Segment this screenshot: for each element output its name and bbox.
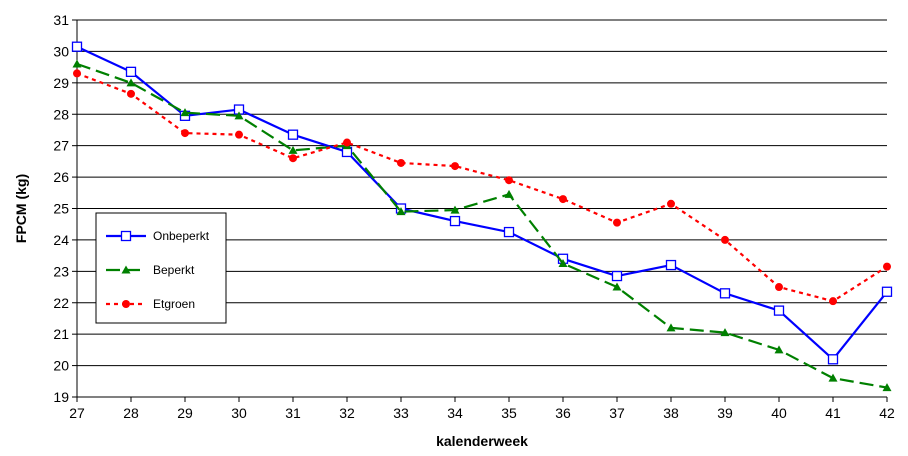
data-point (883, 262, 891, 271)
series-onbeperkt (71, 41, 893, 365)
y-tick-label: 19 (53, 389, 69, 405)
data-point (881, 286, 893, 297)
legend-entry: Etgroen (106, 297, 195, 311)
legend-entry: Onbeperkt (106, 229, 210, 243)
data-point (667, 199, 675, 208)
data-point (504, 189, 514, 198)
y-tick-labels: 19 20 21 22 23 24 25 26 27 28 29 30 31 (53, 12, 69, 405)
data-point (828, 373, 838, 382)
x-tick-label: 37 (609, 405, 625, 421)
data-point (72, 59, 82, 68)
x-tick-label: 36 (555, 405, 571, 421)
data-point (720, 328, 730, 337)
x-tick-label: 34 (447, 405, 463, 421)
y-tick-label: 30 (53, 43, 69, 59)
legend-label: Onbeperkt (153, 229, 210, 243)
y-tick-label: 23 (53, 263, 69, 279)
data-point (343, 138, 351, 147)
legend-label: Etgroen (153, 297, 195, 311)
legend: Onbeperkt Beperkt Etgroen (95, 212, 227, 324)
gridlines (77, 19, 887, 398)
series-etgroen (73, 69, 891, 306)
x-tick-label: 40 (771, 405, 787, 421)
x-tick-label: 35 (501, 405, 517, 421)
data-point (234, 111, 244, 120)
x-tick-labels: 27 28 29 30 31 32 33 34 35 36 37 38 39 40 41 42 (69, 405, 895, 421)
y-axis-title: FPCM (kg) (13, 174, 29, 243)
data-point (450, 205, 460, 214)
data-point (665, 259, 677, 271)
x-tick-label: 33 (393, 405, 409, 421)
data-point (559, 195, 567, 204)
data-point (289, 154, 297, 163)
data-point (505, 176, 513, 185)
x-tick-label: 42 (879, 405, 895, 421)
data-point (126, 78, 136, 87)
data-point (180, 108, 190, 117)
data-point (829, 297, 837, 306)
legend-entry: Beperkt (106, 263, 195, 277)
data-point (288, 145, 298, 154)
legend-swatch-marker (122, 300, 130, 308)
y-tick-label: 25 (53, 201, 69, 217)
y-tick-label: 27 (53, 138, 69, 154)
series-line (76, 62, 888, 389)
data-point (73, 69, 81, 78)
data-point (827, 354, 839, 365)
y-tick-label: 29 (53, 75, 69, 91)
data-point (882, 383, 892, 392)
y-tick-label: 26 (53, 169, 69, 185)
x-tick-label: 30 (231, 405, 247, 421)
y-tick-label: 28 (53, 106, 69, 122)
data-point (613, 218, 621, 227)
data-point (611, 270, 623, 282)
data-point (397, 158, 405, 167)
data-point (612, 282, 622, 291)
legend-label: Beperkt (153, 263, 195, 277)
data-point (558, 258, 568, 267)
data-point (666, 323, 676, 332)
data-point (71, 41, 83, 52)
legend-swatch-marker (121, 265, 131, 274)
data-point (127, 89, 135, 98)
y-tick-label: 22 (53, 295, 69, 311)
x-tick-label: 41 (825, 405, 841, 421)
data-point (287, 129, 299, 140)
x-tick-label: 39 (717, 405, 733, 421)
data-point (125, 66, 137, 77)
data-point (451, 162, 459, 171)
x-tick-label: 28 (123, 405, 139, 421)
data-point (503, 226, 515, 238)
x-tick-label: 29 (177, 405, 193, 421)
x-axis-title: kalenderweek (436, 433, 528, 449)
data-point (775, 283, 783, 292)
data-point (773, 305, 785, 316)
data-point (449, 215, 461, 227)
y-tick-label: 24 (53, 232, 69, 248)
series-layer (71, 41, 893, 392)
x-tick-label: 27 (69, 405, 85, 421)
data-point (719, 288, 731, 299)
data-point (235, 130, 243, 139)
x-tick-label: 31 (285, 405, 301, 421)
legend-swatch-marker (120, 230, 132, 242)
series-line (76, 72, 888, 303)
x-tick-label: 32 (339, 405, 355, 421)
data-point (181, 129, 189, 138)
y-tick-label: 31 (53, 12, 69, 28)
y-tick-label: 20 (53, 358, 69, 374)
x-tick-label: 38 (663, 405, 679, 421)
axes (72, 19, 888, 402)
data-point (396, 207, 406, 216)
y-tick-label: 21 (53, 326, 69, 342)
series-line (76, 45, 888, 361)
data-point (721, 235, 729, 244)
data-point (774, 345, 784, 354)
series-beperkt (72, 59, 892, 392)
